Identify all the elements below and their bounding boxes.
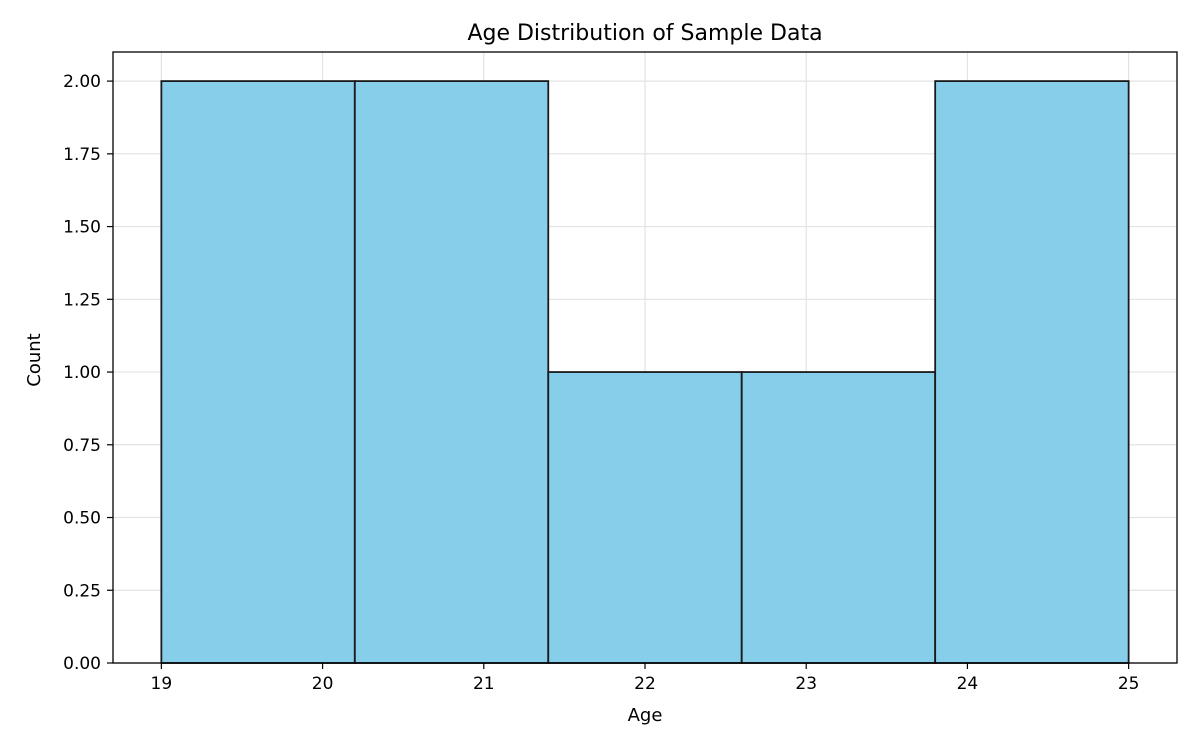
x-tick-label: 25 (1118, 674, 1140, 694)
x-axis-label: Age (628, 705, 663, 726)
histogram-bar (547, 371, 743, 664)
x-tick-label: 23 (795, 674, 817, 694)
y-tick-label: 1.75 (63, 145, 101, 165)
y-tick-label: 0.75 (63, 436, 101, 456)
y-tick-label: 0.00 (63, 654, 101, 674)
histogram-bar (934, 80, 1130, 664)
x-tick-label: 24 (957, 674, 979, 694)
y-tick-label: 0.50 (63, 509, 101, 529)
histogram-bar (353, 80, 550, 664)
x-tick-label: 22 (634, 674, 656, 694)
chart-title: Age Distribution of Sample Data (467, 21, 822, 46)
y-axis-label: Count (24, 333, 45, 386)
x-axis-ticks: 19 20 21 22 23 24 25 (151, 663, 1140, 694)
y-tick-label: 1.00 (63, 363, 101, 383)
histogram-bar (740, 371, 937, 664)
y-tick-label: 0.25 (63, 581, 101, 601)
x-tick-label: 21 (473, 674, 495, 694)
y-tick-label: 1.25 (63, 290, 101, 310)
x-tick-label: 19 (151, 674, 173, 694)
x-tick-label: 20 (312, 674, 334, 694)
y-tick-label: 2.00 (63, 72, 101, 92)
bars (160, 80, 1130, 664)
histogram-bar (160, 80, 356, 664)
y-axis-ticks: 0.00 0.25 0.50 0.75 1.00 1.25 1.50 1.75 2.00 (63, 72, 113, 674)
y-tick-label: 1.50 (63, 218, 101, 238)
